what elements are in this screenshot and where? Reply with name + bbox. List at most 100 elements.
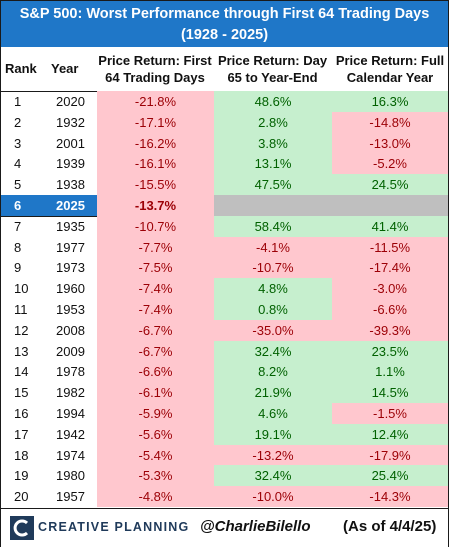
- table-row: 16 1994 -5.9% 4.6% -1.5%: [1, 403, 448, 424]
- first-64-return-cell: -13.7%: [97, 195, 214, 216]
- rank-cell: 7: [14, 218, 22, 234]
- day-65-return-cell: 13.1%: [214, 153, 332, 175]
- first-64-return-cell: -6.6%: [97, 361, 214, 383]
- day-65-return-cell: 2.8%: [214, 111, 332, 133]
- year-cell: 2001: [56, 135, 85, 151]
- header-first-64: Price Return: First 64 Trading Days: [97, 47, 213, 91]
- logo-mark-icon: [10, 516, 34, 540]
- first-64-return-cell: -21.8%: [97, 91, 214, 112]
- header-year: Year: [51, 61, 79, 76]
- full-year-return-cell: -3.0%: [332, 278, 448, 300]
- title-line-2: (1928 - 2025): [180, 27, 269, 43]
- day-65-return-cell: 19.1%: [214, 423, 332, 445]
- year-cell: 2025: [46, 195, 97, 216]
- rank-cell: 10: [14, 281, 29, 297]
- day-65-return-cell: 32.4%: [214, 340, 332, 362]
- full-year-return-cell: 1.1%: [332, 361, 448, 383]
- table-row: 6 2025 -13.7%: [1, 195, 448, 216]
- table-row: 15 1982 -6.1% 21.9% 14.5%: [1, 382, 448, 404]
- day-65-return-cell: 48.6%: [214, 91, 332, 112]
- first-64-return-cell: -7.7%: [97, 236, 214, 258]
- year-cell: 1953: [56, 302, 85, 317]
- author-handle: @CharlieBilello: [200, 518, 311, 535]
- first-64-return-cell: -10.7%: [97, 215, 214, 237]
- day-65-return-cell: -10.0%: [214, 486, 332, 508]
- year-cell: 1974: [56, 447, 85, 463]
- header-first-64-line-2: 64 Trading Days: [105, 70, 205, 85]
- year-cell: 1977: [56, 239, 85, 255]
- year-cell: 1978: [56, 364, 85, 380]
- full-year-return-cell: -11.5%: [332, 236, 448, 258]
- year-cell: 1942: [56, 426, 85, 442]
- rank-cell: 3: [14, 135, 22, 151]
- table-row: 12 2008 -6.7% -35.0% -39.3%: [1, 319, 448, 341]
- pending-returns-cell: [214, 195, 448, 216]
- day-65-return-cell: -13.2%: [214, 444, 332, 466]
- rank-cell: 1: [14, 94, 22, 109]
- day-65-return-cell: -10.7%: [214, 257, 332, 279]
- year-cell: 1982: [56, 385, 85, 401]
- first-64-return-cell: -17.1%: [97, 111, 214, 133]
- full-year-return-cell: -39.3%: [332, 319, 448, 341]
- table-header: Rank Year Price Return: First 64 Trading…: [1, 47, 448, 91]
- first-64-return-cell: -6.7%: [97, 340, 214, 362]
- rank-cell: 6: [1, 195, 46, 216]
- year-cell: 1973: [56, 260, 85, 276]
- rank-cell: 8: [14, 239, 22, 255]
- rank-cell: 14: [14, 364, 29, 380]
- full-year-return-cell: -14.8%: [332, 111, 448, 133]
- year-cell: 1939: [56, 156, 85, 172]
- header-first-64-line-1: Price Return: First: [98, 53, 212, 68]
- table-row: 11 1953 -7.4% 0.8% -6.6%: [1, 299, 448, 320]
- rank-cell: 19: [14, 468, 29, 484]
- day-65-return-cell: 4.8%: [214, 278, 332, 300]
- rank-cell: 5: [14, 177, 22, 193]
- first-64-return-cell: -4.8%: [97, 486, 214, 508]
- year-cell: 1980: [56, 468, 85, 484]
- rank-cell: 20: [14, 489, 29, 505]
- year-cell: 2020: [56, 94, 85, 109]
- table-row: 3 2001 -16.2% 3.8% -13.0%: [1, 132, 448, 154]
- full-year-return-cell: 14.5%: [332, 382, 448, 404]
- rank-cell: 17: [14, 426, 29, 442]
- year-cell: 1935: [56, 218, 85, 234]
- day-65-return-cell: 0.8%: [214, 299, 332, 320]
- table-row: 10 1960 -7.4% 4.8% -3.0%: [1, 278, 448, 300]
- first-64-return-cell: -6.1%: [97, 382, 214, 404]
- first-64-return-cell: -7.4%: [97, 299, 214, 320]
- year-cell: 1932: [56, 114, 85, 130]
- rank-cell: 9: [14, 260, 22, 276]
- first-64-return-cell: -16.2%: [97, 132, 214, 154]
- rank-cell: 2: [14, 114, 22, 130]
- rank-cell: 13: [14, 343, 29, 359]
- first-64-return-cell: -15.5%: [97, 174, 214, 196]
- header-day-65-line-1: Price Return: Day: [217, 53, 328, 68]
- rank-cell: 18: [14, 447, 29, 463]
- year-cell: 2009: [56, 343, 85, 359]
- table-row: 4 1939 -16.1% 13.1% -5.2%: [1, 153, 448, 175]
- first-64-return-cell: -7.4%: [97, 278, 214, 300]
- day-65-return-cell: 8.2%: [214, 361, 332, 383]
- footer: CREATIVE PLANNING @CharlieBilello (As of…: [1, 508, 448, 547]
- full-year-return-cell: -6.6%: [332, 299, 448, 320]
- first-64-return-cell: -16.1%: [97, 153, 214, 175]
- table-row: 20 1957 -4.8% -10.0% -14.3%: [1, 486, 448, 508]
- table-row: 5 1938 -15.5% 47.5% 24.5%: [1, 174, 448, 196]
- first-64-return-cell: -5.3%: [97, 465, 214, 487]
- header-full-year-line-1: Price Return: Full: [335, 53, 445, 68]
- header-full-year-line-2: Calendar Year: [346, 70, 434, 85]
- first-64-return-cell: -5.6%: [97, 423, 214, 445]
- full-year-return-cell: -5.2%: [332, 153, 448, 175]
- table-row: 19 1980 -5.3% 32.4% 25.4%: [1, 465, 448, 487]
- full-year-return-cell: 12.4%: [332, 423, 448, 445]
- full-year-return-cell: 16.3%: [332, 91, 448, 112]
- day-65-return-cell: -35.0%: [214, 319, 332, 341]
- first-64-return-cell: -5.9%: [97, 403, 214, 424]
- table-row: 9 1973 -7.5% -10.7% -17.4%: [1, 257, 448, 279]
- header-rank: Rank: [5, 61, 37, 76]
- rank-cell: 15: [14, 385, 29, 401]
- creative-planning-logo: CREATIVE PLANNING: [10, 516, 190, 540]
- day-65-return-cell: 58.4%: [214, 215, 332, 237]
- full-year-return-cell: 24.5%: [332, 174, 448, 196]
- full-year-return-cell: 41.4%: [332, 215, 448, 237]
